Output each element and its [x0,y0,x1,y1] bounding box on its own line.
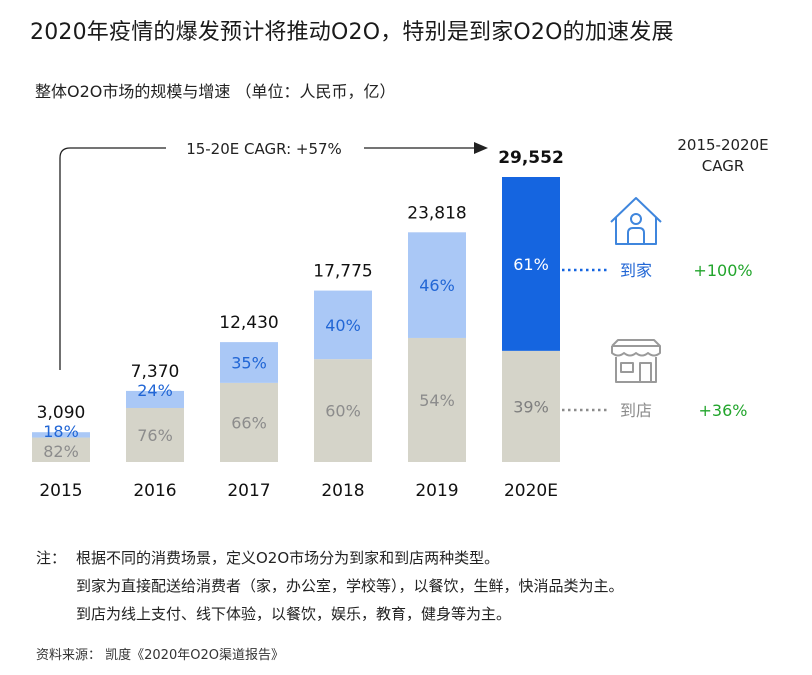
label-store-share-2015: 82% [43,442,79,461]
label-home-share-2018: 40% [325,316,361,335]
storefront-icon [611,339,661,383]
source-citation: 资料来源： 凯度《2020年O2O渠道报告》 [36,648,284,663]
label-store-share-2016: 76% [137,426,173,445]
bar-home-2020E [502,177,560,351]
label-store-share-2019: 54% [419,391,455,410]
label-store-share-2018: 60% [325,402,361,421]
label-total-2020E: 29,552 [498,148,564,168]
note-line-2: 到家为直接配送给消费者（家，办公室，学校等），以餐饮，生鲜，快消品类为主。 [76,577,624,595]
bar-store-2019 [408,337,466,462]
bar-home-2018 [314,290,372,360]
bar-home-2017 [220,342,278,383]
label-store-share-2017: 66% [231,413,267,432]
label-total-2016: 7,370 [131,362,180,382]
cagr-home-value: +100% [693,261,752,280]
axis-label-2015: 2015 [39,481,82,501]
bar-home-2016 [126,390,184,408]
label-total-2019: 23,818 [407,203,466,223]
label-home-share-2020E: 61% [513,255,549,274]
axis-label-2020E: 2020E [504,481,558,501]
axis-label-2019: 2019 [415,481,458,501]
o2o-market-chart: 82%18%3,090 2015 76% 24%7,370 2016 66% 35% 12,4… [32,136,769,501]
cagr-header-line1: 2015-2020E [677,136,768,154]
notes: 注： 根据不同的消费场景，定义O2O市场分为到家和到店两种类型。 到家为直接配送… [36,544,624,628]
cagr-header-line2: CAGR [702,157,745,175]
bar-store-2016 [126,407,184,462]
label-home-share-2019: 46% [419,276,455,295]
cagr-arrow-left [59,147,166,370]
label-total-2015: 3,090 [37,403,86,423]
axis-label-2016: 2016 [133,481,176,501]
axis-label-2017: 2017 [227,481,270,501]
label-total-2018: 17,775 [313,262,372,282]
house-person-icon [610,197,662,245]
page-title: 2020年疫情的爆发预计将推动O2O，特别是到家O2O的加速发展 [30,20,674,45]
label-home-share-2016: 24% [137,381,173,400]
legend-store-label: 到店 [620,401,652,420]
bar-store-2018 [314,359,372,462]
cagr-store-value: +36% [699,401,748,420]
cagr-arrow-head [474,142,488,154]
cagr-arrow-label: 15-20E CAGR: +57% [186,140,342,158]
label-store-share-2020E: 39% [513,397,549,416]
bar-store-2017 [220,382,278,462]
notes-label: 注： [36,549,67,567]
axis-label-2018: 2018 [321,481,364,501]
label-total-2017: 12,430 [219,313,278,333]
label-home-share-2015: 18% [43,422,79,441]
bar-home-2015 [32,432,90,438]
note-line-1: 根据不同的消费场景，定义O2O市场分为到家和到店两种类型。 [76,549,500,567]
bar-store-2015 [32,437,90,462]
label-home-share-2017: 35% [231,354,267,373]
legend-home-label: 到家 [620,261,652,280]
chart-subtitle: 整体O2O市场的规模与增速 （单位：人民币，亿） [35,82,396,101]
note-line-3: 到店为线上支付、线下体验，以餐饮，娱乐，教育，健身等为主。 [76,605,512,623]
bar-home-2019 [408,232,466,338]
bar-store-2020E [502,350,560,462]
